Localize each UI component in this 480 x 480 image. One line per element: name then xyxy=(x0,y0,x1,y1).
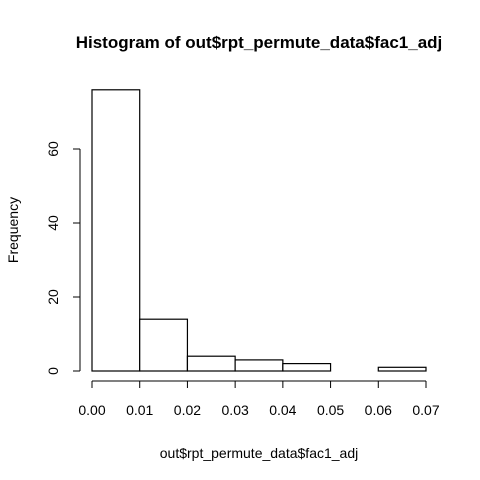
x-tick-label-6: 0.06 xyxy=(365,402,392,418)
x-tick-label-2: 0.02 xyxy=(174,402,201,418)
x-tick-label-5: 0.05 xyxy=(317,402,344,418)
histogram-bar-4 xyxy=(282,363,332,372)
histogram-bar-1 xyxy=(139,318,189,372)
x-tick-label-7: 0.07 xyxy=(412,402,439,418)
x-tick-label-0: 0.00 xyxy=(78,402,105,418)
y-tick-label-3: 60 xyxy=(45,141,61,157)
x-tick-label-3: 0.03 xyxy=(222,402,249,418)
x-axis: 0.00 0.01 0.02 0.03 0.04 0.05 0.06 0.07 xyxy=(78,380,440,418)
chart-title: Histogram of out$rpt_permute_data$fac1_a… xyxy=(76,33,443,52)
y-axis: 0 20 40 60 xyxy=(45,141,81,375)
histogram-bar-3 xyxy=(234,359,284,372)
histogram-bar-0 xyxy=(91,89,141,372)
histogram-bar-2 xyxy=(186,355,236,372)
x-tick-label-1: 0.01 xyxy=(126,402,153,418)
bars-group xyxy=(91,89,427,372)
y-tick-label-2: 40 xyxy=(45,215,61,231)
x-axis-label: out$rpt_permute_data$fac1_adj xyxy=(160,445,358,461)
y-tick-label-0: 0 xyxy=(45,367,61,375)
x-tick-label-4: 0.04 xyxy=(269,402,296,418)
histogram-bar-6 xyxy=(377,366,427,372)
y-tick-label-1: 20 xyxy=(45,289,61,305)
y-axis-label: Frequency xyxy=(5,197,21,263)
